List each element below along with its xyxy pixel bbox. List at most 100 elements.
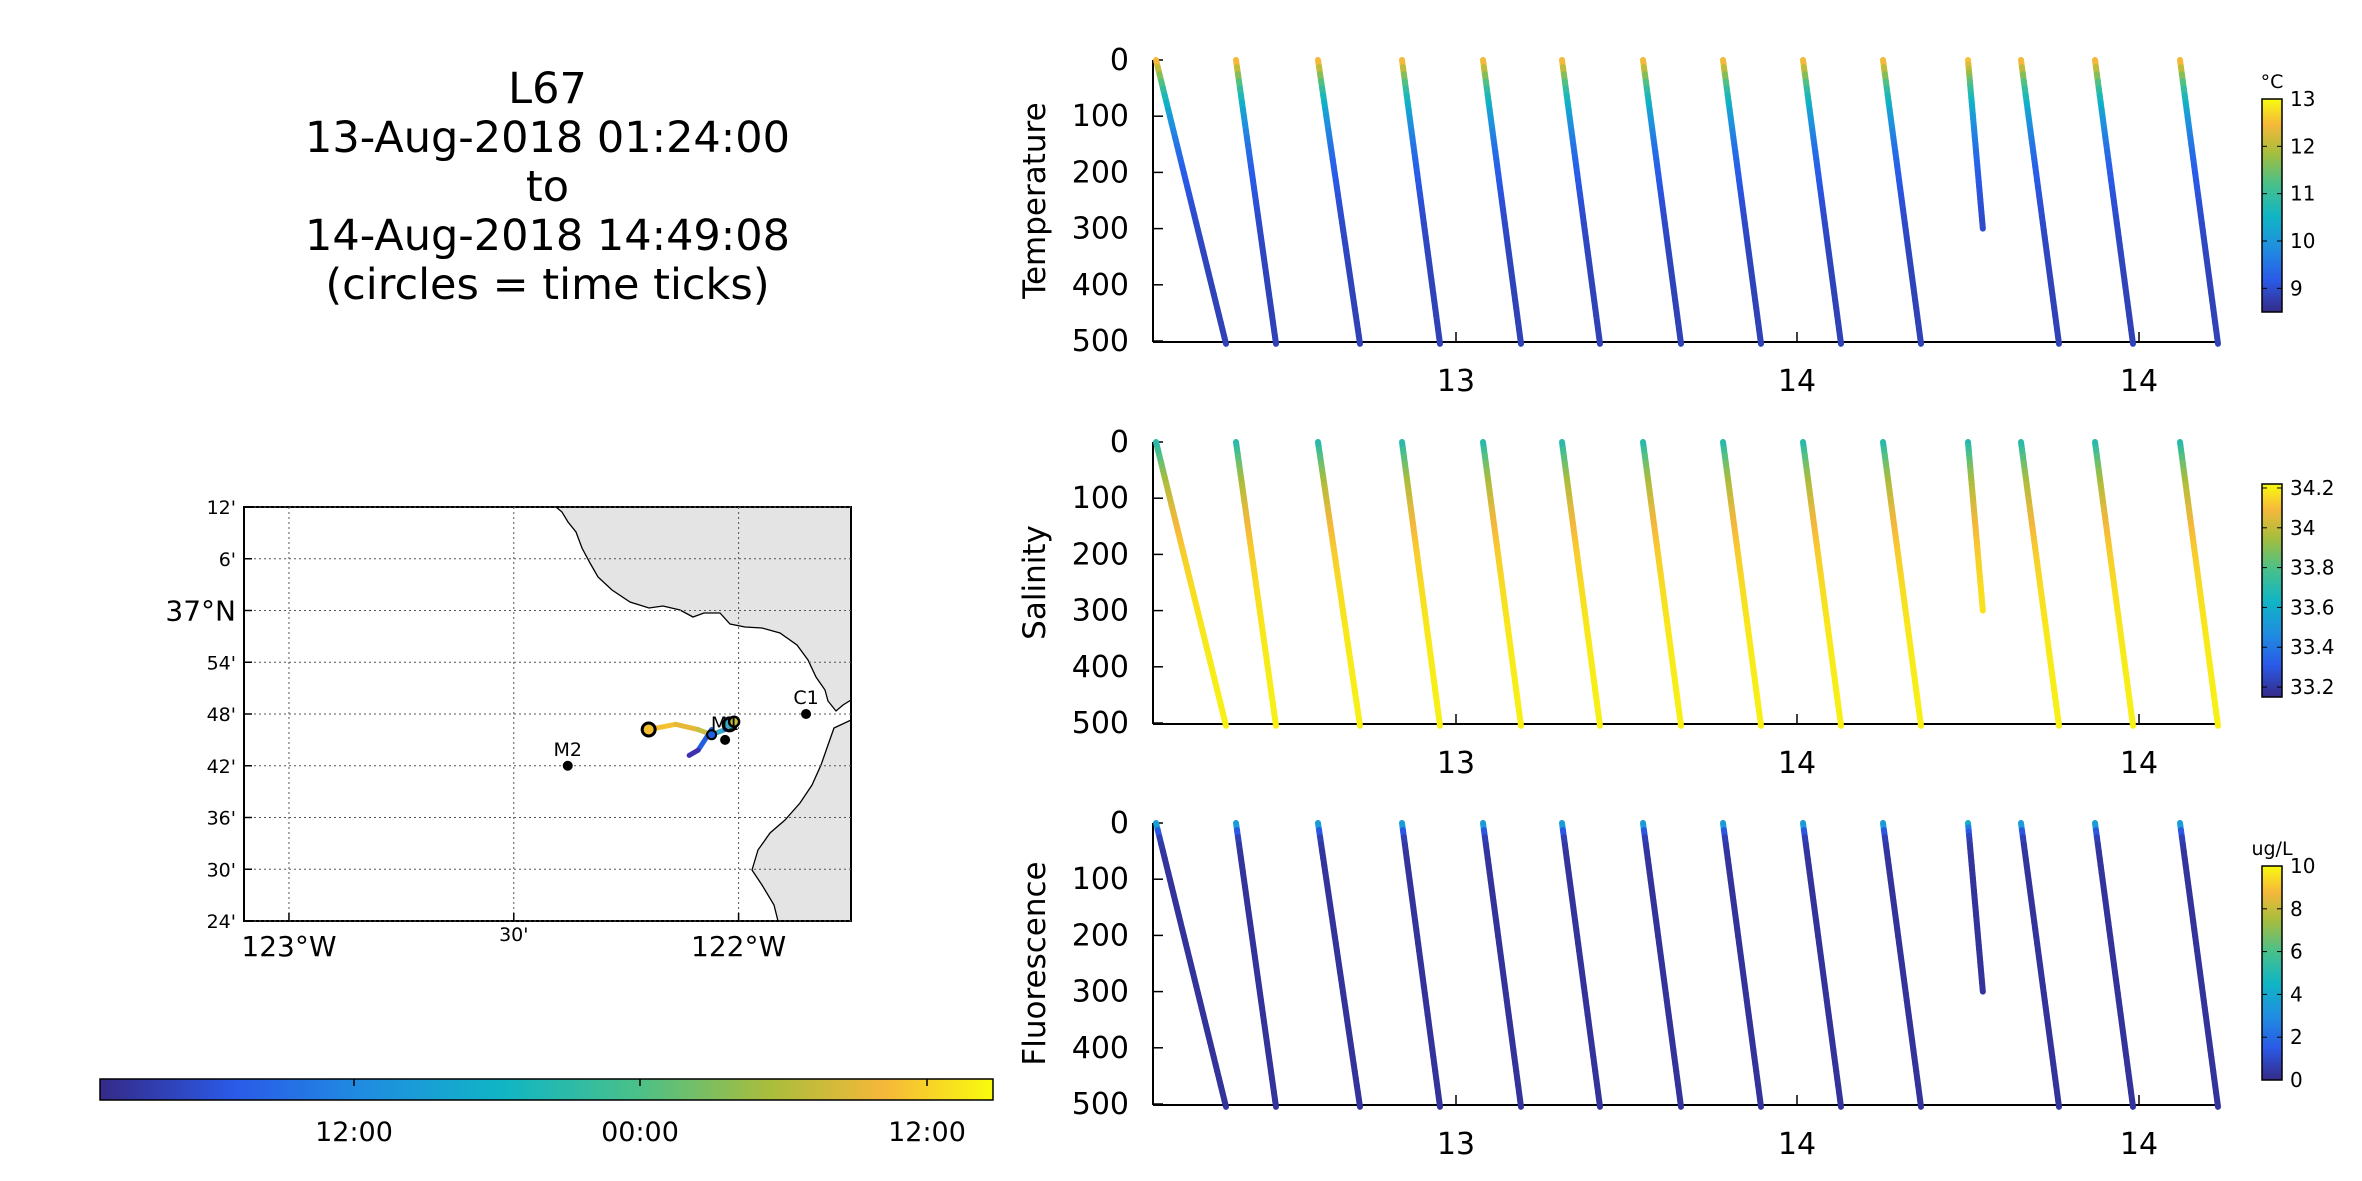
time-colorbar: 12:00 00:00 12:00 [99, 1078, 994, 1148]
colorbar-tick-label: 33.8 [2290, 556, 2335, 580]
map-lat-tick-label: 48' [207, 704, 236, 726]
map-lon-tick-label: 30' [499, 924, 528, 946]
colorbar-tick-label: 0 [2290, 1068, 2303, 1092]
profile-segment [1596, 1096, 1603, 1110]
profile-segment [1272, 333, 1279, 347]
profile-segment [2129, 333, 2136, 347]
profile-segment [1596, 333, 1603, 347]
profile-segment [1272, 1096, 1279, 1110]
time-colorbar-ticks: 12:00 00:00 12:00 [315, 1079, 966, 1148]
profile-segment [1436, 1096, 1443, 1110]
map-lon-tick-label: 122°W [691, 930, 786, 963]
profile-segment [2055, 715, 2062, 729]
profile-segment [2129, 1096, 2136, 1110]
y-tick-label: 500 [1072, 706, 1129, 741]
profile-segment [1355, 715, 1363, 729]
profile-segment [1436, 333, 1443, 347]
y-tick-label: 100 [1072, 862, 1129, 897]
title-line-start: 13-Aug-2018 01:24:00 [305, 113, 790, 163]
profile-segment [1917, 333, 1924, 347]
y-tick-label: 400 [1072, 650, 1129, 685]
profile-segment [1517, 715, 1524, 729]
land-mass [554, 506, 852, 712]
title-line-to: to [525, 162, 570, 212]
colorbar-tick-label: 2 [2290, 1025, 2303, 1049]
x-tick-label: 14 [1778, 1127, 1816, 1162]
x-tick-label: 14 [2120, 364, 2158, 399]
time-colorbar-tick-label: 12:00 [888, 1117, 966, 1148]
y-tick-label: 0 [1110, 425, 1129, 460]
profile-segment [1677, 333, 1684, 347]
profile-segment [1757, 715, 1764, 729]
map-stations: M2 M1 C1 [553, 687, 819, 771]
time-colorbar-tick-label: 00:00 [601, 1117, 679, 1148]
time-colorbar-tick-label: 12:00 [315, 1117, 393, 1148]
map-lat-tick-label: 24' [207, 911, 236, 933]
time-colorbar-gradient [99, 1078, 994, 1101]
y-tick-label: 500 [1072, 324, 1129, 359]
colorbar-tick-label: 11 [2290, 182, 2315, 206]
map-lon-tick-label: 123°W [241, 930, 336, 963]
map-lat-tick-label: 6' [219, 549, 236, 571]
title-line-note: (circles = time ticks) [325, 260, 770, 310]
profile-segment [1757, 333, 1764, 347]
profile-segment [1517, 1096, 1524, 1110]
colorbar-gradient [2261, 865, 2283, 1081]
station-marker [801, 709, 812, 719]
colorbar-tick-label: 4 [2290, 982, 2303, 1006]
profile-segment [1837, 333, 1844, 347]
map-lat-tick-label: 36' [207, 808, 236, 830]
y-tick-label: 300 [1072, 975, 1129, 1010]
profile-segment [1517, 333, 1524, 347]
y-tick-label: 200 [1072, 537, 1129, 572]
profile-segment [1917, 715, 1924, 729]
colorbar-tick-label: 9 [2290, 276, 2303, 300]
colorbar-tick-label: 10 [2290, 229, 2315, 253]
colorbar-tick-label: 13 [2290, 87, 2315, 111]
profile-segment [1837, 1096, 1844, 1110]
time-tick-marker [640, 721, 657, 738]
map-lat-tick-label: 30' [207, 859, 236, 881]
map-lat-tick-label: 37°N [165, 595, 236, 628]
profile-segment [1355, 333, 1363, 347]
colorbar-unit-label: °C [2261, 71, 2284, 93]
plot-title: L67 13-Aug-2018 01:24:00 to 14-Aug-2018 … [230, 65, 865, 310]
colorbar-tick-label: 33.2 [2290, 675, 2335, 699]
profile-segment [1355, 1096, 1363, 1110]
panel-fluorescence: 0 100 200 300 400 500 13 14 14 Fluorescence 0 2 4 6 8 1… [1017, 806, 2315, 1162]
panel-temperature: 0 100 200 300 400 500 13 14 14 Temperature 9 10 11 12… [1017, 43, 2315, 399]
panel-salinity: 0 100 200 300 400 500 13 14 14 Salinity 33.2 33.4 33… [1017, 425, 2335, 781]
profile-segment [1757, 1096, 1764, 1110]
profile-segment [2055, 333, 2062, 347]
x-tick-label: 13 [1437, 364, 1475, 399]
profile-segment [2214, 333, 2221, 347]
land-mass-south [751, 718, 852, 922]
x-tick-label: 14 [1778, 364, 1816, 399]
y-axis-label: Fluorescence [1017, 861, 1053, 1065]
colorbar-tick-label: 10 [2290, 854, 2315, 878]
profile-segment [1917, 1096, 1924, 1110]
map-lat-tick-label: 12' [207, 497, 236, 519]
y-tick-label: 100 [1072, 99, 1129, 134]
title-line-glider: L67 [508, 64, 587, 114]
station-label: M2 [553, 739, 581, 761]
y-tick-label: 0 [1110, 43, 1129, 78]
y-axis-label: Salinity [1017, 525, 1053, 640]
colorbar-tick-label: 33.6 [2290, 595, 2335, 619]
profile-segment [2214, 715, 2221, 729]
map-panel: 12' 6' 37°N 54' 48' 42' 36' 30' 24'123°W 30' 122°W… [165, 497, 852, 963]
colorbar-tick-label: 34 [2290, 516, 2315, 540]
x-tick-label: 13 [1437, 1127, 1475, 1162]
track-segment [686, 747, 701, 758]
profile-segment [1436, 715, 1443, 729]
colorbar-tick-label: 34.2 [2290, 476, 2335, 500]
colorbar-tick-label: 12 [2290, 134, 2315, 158]
profile-segment [2055, 1096, 2062, 1110]
map-lat-tick-label: 54' [207, 652, 236, 674]
profile-segment [1272, 715, 1279, 729]
colorbar-gradient [2261, 483, 2283, 698]
profile-segment [1596, 715, 1603, 729]
profile-segment [2129, 715, 2136, 729]
